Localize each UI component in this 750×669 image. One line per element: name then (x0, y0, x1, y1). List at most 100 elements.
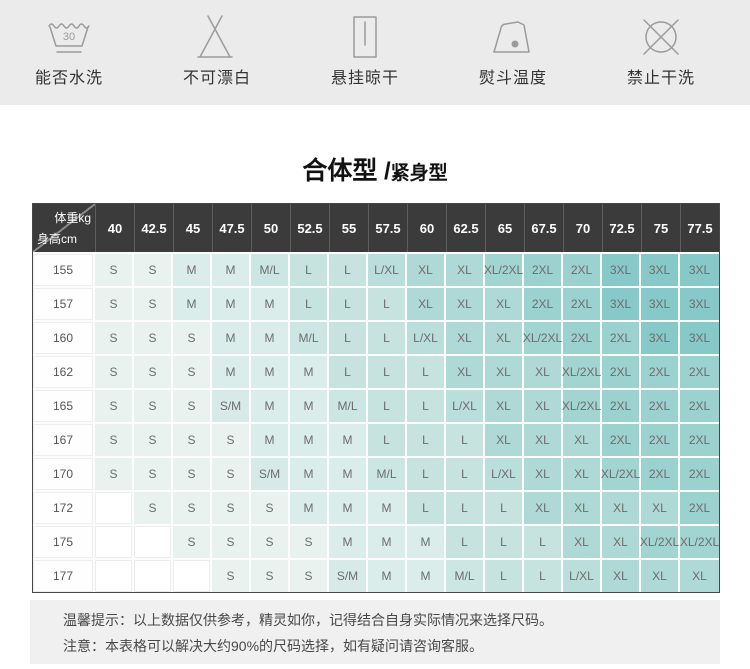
table-row: 177 S S S S/M M M M/L L L L/XL XL XL XL (33, 558, 719, 592)
size-cell: S (134, 390, 173, 422)
height-cell: 167 (33, 424, 95, 456)
size-cell: M (407, 526, 446, 558)
size-cell: XL/2XL (562, 390, 602, 422)
size-cell: XL (446, 356, 485, 388)
size-cell: S (290, 560, 329, 592)
weight-header-cell: 75 (641, 204, 680, 252)
size-cell: L (290, 254, 329, 286)
size-cell: L (407, 458, 446, 490)
size-cell: 3XL (680, 322, 719, 354)
weight-header-cell: 47.5 (212, 204, 251, 252)
table-row: 155 S S M M M/L L L L/XL XL XL XL/2XL 2XL 2XL 3XL 3XL 3X… (33, 252, 719, 286)
size-cell: M (251, 288, 290, 320)
wash-temp-label: 30 (63, 31, 75, 43)
size-cell: M (368, 560, 407, 592)
weight-header-cell: 62.5 (446, 204, 485, 252)
size-cell: L/XL (485, 458, 524, 490)
size-cell: 2XL (680, 458, 719, 490)
size-cell: XL (524, 492, 563, 524)
weight-header-cell: 55 (329, 204, 368, 252)
size-cell: M (290, 458, 329, 490)
height-cell: 160 (33, 322, 95, 354)
size-cell: L (290, 288, 329, 320)
size-cell: 3XL (680, 288, 719, 320)
size-cell: M (251, 390, 290, 422)
size-cell: XL/2XL (640, 526, 680, 558)
size-cell: S (173, 424, 212, 456)
height-cell: 170 (33, 458, 95, 490)
size-cell: S (95, 322, 134, 354)
size-cell: S/M (329, 560, 368, 592)
size-cell: XL (563, 492, 602, 524)
size-cell: XL (602, 560, 641, 592)
size-cell: S (134, 492, 173, 524)
size-cell: L (446, 526, 485, 558)
note-tip: 温馨提示：以上数据仅供参考，精灵如你，记得结合自身实际情况来选择尺码。 (63, 612, 553, 628)
size-cell: L (368, 390, 407, 422)
size-cell: XL (563, 458, 602, 490)
size-cell: S (251, 492, 290, 524)
size-cell: XL (563, 526, 602, 558)
size-cell-empty (95, 526, 134, 558)
corner-weight-label: 体重kg (54, 211, 91, 225)
size-cell: S (134, 458, 173, 490)
size-cell: S (95, 458, 134, 490)
size-cell: 2XL (602, 322, 641, 354)
size-cell: S (212, 492, 251, 524)
size-cell: XL (524, 356, 563, 388)
size-cell-empty (95, 492, 134, 524)
note-warning: 注意：本表格可以解决大约90%的尺码选择，如有疑问请咨询客服。 (63, 638, 484, 655)
size-cell: S (95, 356, 134, 388)
size-cell: 2XL (680, 390, 719, 422)
size-cell: S (212, 526, 251, 558)
size-cell: XL (524, 458, 563, 490)
size-cell: M (329, 458, 368, 490)
size-cell: L (446, 458, 485, 490)
size-cell: M/L (446, 560, 485, 592)
fit-type-title: 合体型 /紧身型 (0, 151, 750, 185)
size-cell: XL (485, 390, 524, 422)
size-cell: XL/2XL (680, 526, 719, 558)
size-cell: L (407, 390, 446, 422)
size-cell: S (95, 390, 134, 422)
care-item-no-dry-clean: 禁止干洗 (602, 13, 720, 105)
table-row: 172 S S S S M M M L L L XL XL XL XL 2XL (33, 490, 719, 524)
size-cell: M (290, 424, 329, 456)
table-row: 162 S S S M M M L L L XL XL XL XL/2XL 2XL 2XL 2XL (33, 354, 719, 388)
size-cell: XL (641, 492, 680, 524)
care-label: 悬挂晾干 (330, 70, 399, 87)
size-cell: M (329, 424, 368, 456)
table-corner-cell: 体重kg 身高cm (33, 204, 95, 252)
size-cell: L/XL (563, 560, 602, 592)
size-cell: 2XL (641, 424, 680, 456)
size-cell: XL (524, 424, 563, 456)
size-cell-empty (134, 560, 173, 592)
care-item-iron: 熨斗温度 (454, 13, 572, 105)
weight-header-cell: 57.5 (368, 204, 407, 252)
height-cell: 165 (33, 390, 95, 422)
no-dry-clean-icon (643, 19, 679, 55)
size-cell: L (485, 560, 524, 592)
weight-header-cell: 65 (485, 204, 524, 252)
size-cell: 2XL (641, 458, 680, 490)
size-cell: S (173, 458, 212, 490)
height-cell: 177 (33, 560, 95, 592)
size-cell: L (524, 526, 563, 558)
corner-height-label: 身高cm (37, 232, 77, 246)
size-cell: 3XL (602, 288, 641, 320)
size-cell: M (368, 492, 407, 524)
care-instructions: 30 能否水洗 不可漂白 悬挂晾干 熨斗温度 禁止干洗 (0, 0, 750, 105)
size-cell: S/M (212, 390, 251, 422)
size-cell: XL (485, 424, 524, 456)
size-cell: S (173, 492, 212, 524)
size-cell: S (95, 254, 134, 286)
wash-icon: 30 (48, 23, 90, 53)
size-cell: S/M (251, 458, 290, 490)
weight-header-cell: 67.5 (524, 204, 563, 252)
table-row: 157 S S M M M L L L XL XL XL 2XL 2XL 3XL 3XL 3XL (33, 286, 719, 320)
size-cell: M (407, 560, 446, 592)
size-cell: M (329, 526, 368, 558)
size-cell: L (407, 492, 446, 524)
care-label: 禁止干洗 (626, 70, 695, 87)
size-cell: M (329, 492, 368, 524)
